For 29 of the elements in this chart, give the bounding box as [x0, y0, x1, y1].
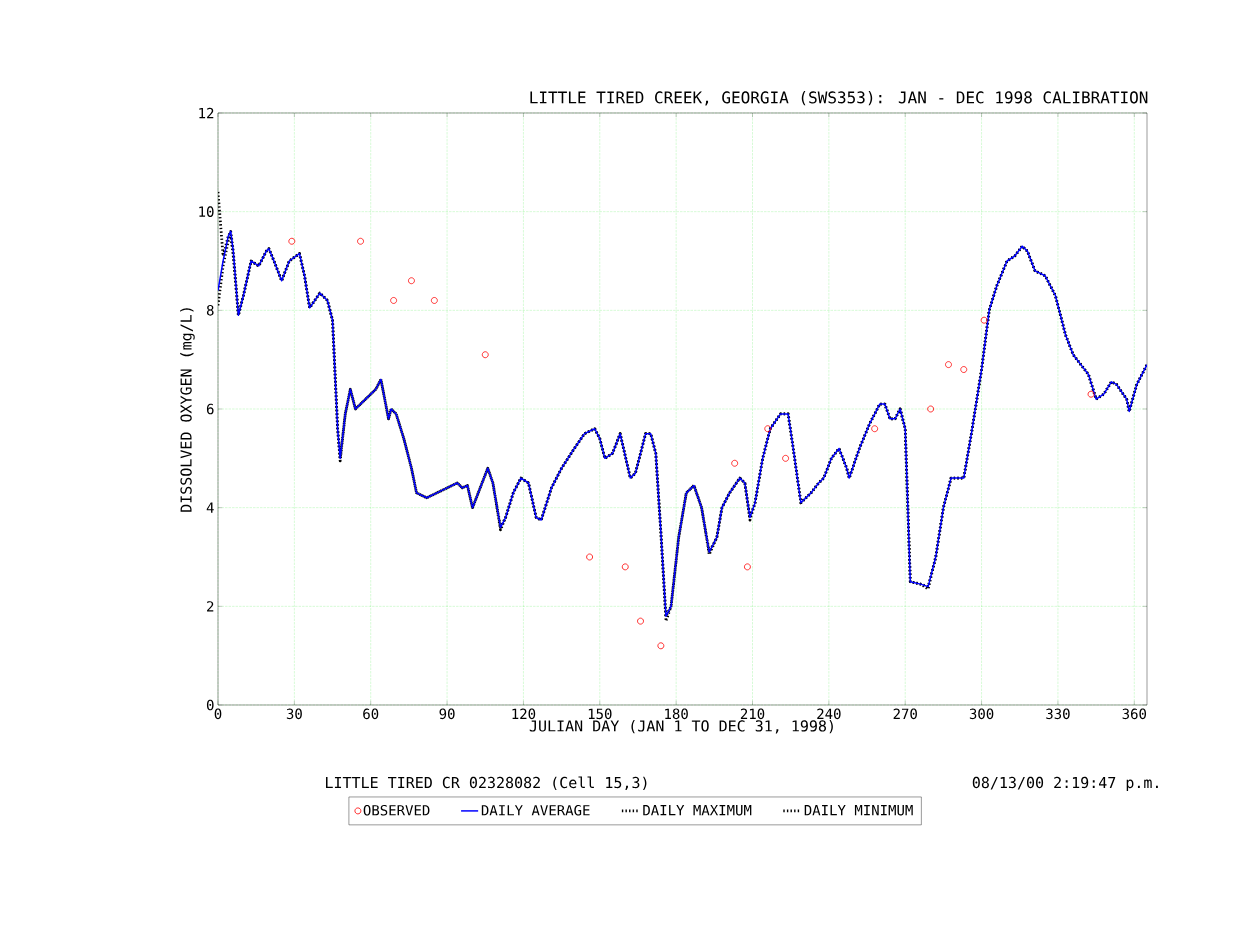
- legend-label: DAILY MINIMUM: [804, 805, 913, 816]
- x-tick-label: 330: [1046, 708, 1070, 720]
- y-tick-label: 4: [206, 502, 214, 513]
- x-tick-label: 90: [439, 708, 455, 720]
- y-tick-label: 10: [199, 206, 214, 217]
- x-tick-label: 300: [969, 708, 994, 720]
- text: LITTLE TIRED CR 02328082 (Cell 15,3): [326, 776, 647, 791]
- legend-label: DAILY MAXIMUM: [643, 805, 752, 816]
- x-tick-label: 150: [588, 708, 612, 720]
- x-tick-label: 0: [214, 708, 222, 720]
- x-tick-label: 120: [512, 708, 536, 720]
- x-tick-label: 210: [740, 708, 765, 720]
- y-tick-label: 12: [199, 107, 214, 119]
- x-tick-label: 240: [817, 708, 841, 720]
- chart-title: LITTLE TIRED CREEK, GEORGIA (SWS353): JAN - DEC 1998 CALIBRATION: [530, 91, 1148, 106]
- legend-label: OBSERVED: [363, 804, 430, 816]
- x-axis-title: JULIAN DAY (JAN 1 TO DEC 31, 1998): [529, 720, 833, 734]
- y-tick-label: 2: [207, 601, 214, 612]
- y-tick-label: 0: [206, 699, 214, 711]
- legend-label: DAILY AVERAGE: [481, 804, 590, 816]
- y-tick-label: 8: [206, 305, 214, 316]
- y-axis-title: DISSOLVED OXYGEN (mg/L): [180, 308, 195, 512]
- y-tick-label: 6: [206, 403, 214, 415]
- x-tick-label: 180: [665, 708, 688, 720]
- x-tick-label: 30: [286, 708, 302, 720]
- text: 08/13/00 2:19:47 p.m.: [972, 776, 1158, 792]
- x-tick-label: 360: [1122, 708, 1147, 720]
- x-tick-label: 60: [363, 708, 379, 720]
- x-tick-label: 270: [893, 708, 917, 720]
